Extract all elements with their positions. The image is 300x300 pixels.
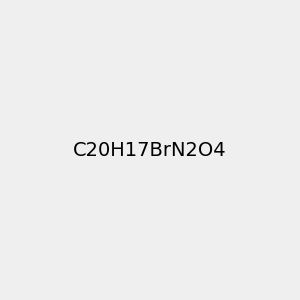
Text: C20H17BrN2O4: C20H17BrN2O4 <box>73 140 227 160</box>
